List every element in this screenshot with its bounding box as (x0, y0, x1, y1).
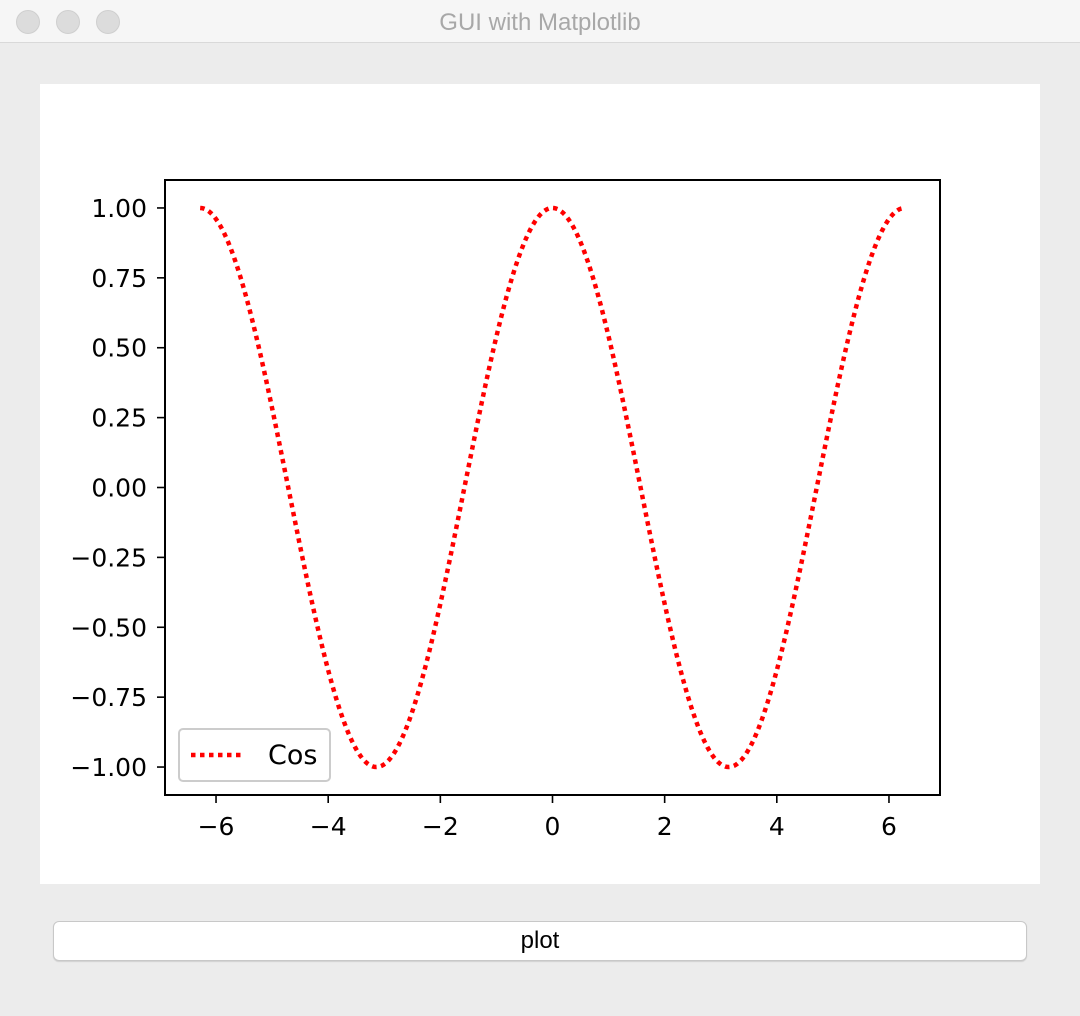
legend-label: Cos (268, 740, 317, 771)
y-tick-label: −1.00 (70, 753, 147, 782)
y-tick-label: −0.50 (70, 613, 147, 642)
plot-button[interactable]: plot (53, 921, 1027, 961)
y-tick-label: 1.00 (91, 194, 147, 223)
y-tick-label: −0.25 (70, 543, 147, 572)
legend-box (178, 728, 331, 782)
y-tick-label: 0.00 (91, 474, 147, 503)
x-tick-label: 4 (769, 812, 785, 841)
series-line-cos (199, 205, 906, 770)
x-tick-label: −6 (198, 812, 235, 841)
x-tick-label: 2 (657, 812, 673, 841)
zoom-window-button[interactable] (96, 10, 120, 34)
close-window-button[interactable] (16, 10, 40, 34)
x-tick-label: −2 (422, 812, 459, 841)
axes-frame (164, 179, 941, 796)
x-tick-label: 6 (881, 812, 897, 841)
title-bar: GUI with Matplotlib (0, 0, 1080, 43)
plot-canvas: −6 −4 −2 0 2 4 6 1.00 0.75 0.50 0.25 0.00 −0.25 −0.50… (40, 84, 1040, 884)
y-tick-label: 0.75 (91, 264, 147, 293)
y-tick-label: 0.25 (91, 404, 147, 433)
minimize-window-button[interactable] (56, 10, 80, 34)
x-tick-label: −4 (310, 812, 347, 841)
cos-chart: −6 −4 −2 0 2 4 6 1.00 0.75 0.50 0.25 0.00 −0.25 −0.50… (70, 179, 941, 841)
y-tick-label: 0.50 (91, 334, 147, 363)
window-title: GUI with Matplotlib (439, 9, 641, 36)
y-tick-label: −0.75 (70, 683, 147, 712)
x-tick-label: 0 (545, 812, 561, 841)
